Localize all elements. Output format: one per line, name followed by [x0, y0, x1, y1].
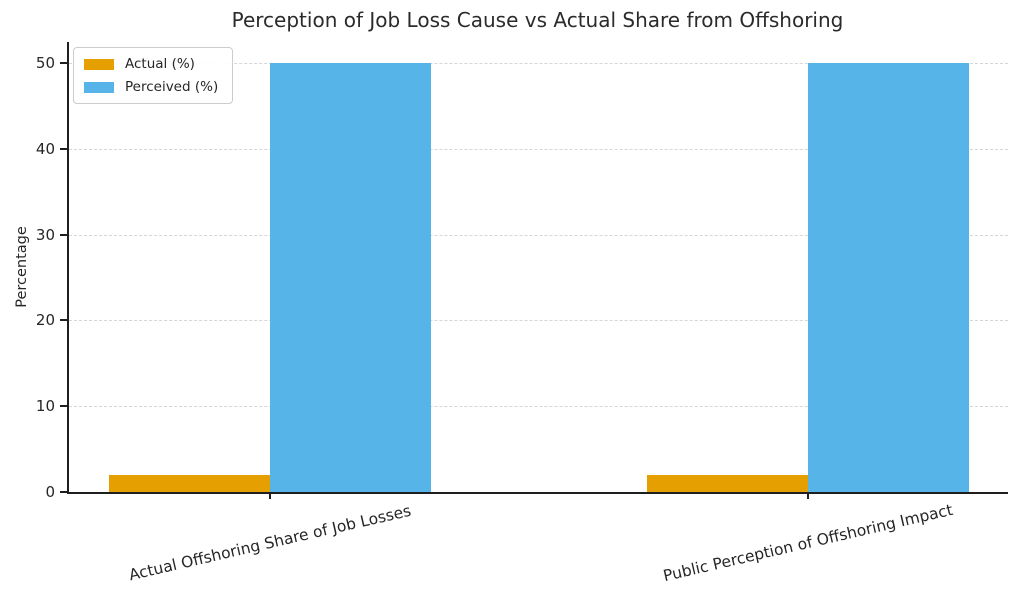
legend-item-0: Actual (%) — [84, 56, 218, 72]
x-tick-mark-1 — [807, 494, 809, 499]
bar-actual-1 — [647, 474, 808, 492]
y-tick-label-10: 10 — [35, 397, 55, 416]
gridline-50 — [69, 63, 1008, 64]
x-tick-label-1: Public Perception of Offshoring Impact — [661, 500, 955, 586]
gridline-30 — [69, 234, 1008, 236]
legend: Actual (%) Perceived (%) — [73, 47, 234, 104]
y-tick-mark-40 — [60, 147, 67, 150]
y-tick-mark-10 — [60, 405, 67, 408]
legend-swatch-0 — [84, 58, 114, 70]
plot-area: 0 10 20 30 40 50 Actual Offshoring Share of Jo… — [36, 42, 1008, 585]
bar-actual-0 — [109, 474, 270, 492]
legend-label-0: Actual (%) — [125, 56, 195, 72]
legend-items: Actual (%) Perceived (%) — [84, 56, 218, 95]
gridline-20 — [69, 320, 1008, 322]
bar-perceived-1 — [808, 63, 969, 492]
gridline-40 — [69, 148, 1008, 150]
y-tick-mark-0 — [60, 491, 67, 493]
y-tick-mark-50 — [60, 62, 67, 64]
legend-label-1: Perceived (%) — [125, 79, 219, 95]
y-tick-label-30: 30 — [35, 225, 55, 244]
y-tick-label-0: 0 — [45, 483, 55, 501]
y-tick-label-20: 20 — [35, 311, 55, 330]
chart-title: Perception of Job Loss Cause vs Actual S… — [231, 8, 844, 32]
y-tick-label-50: 50 — [35, 54, 55, 72]
legend-item-1: Perceived (%) — [84, 79, 218, 95]
x-tick-mark-0 — [269, 494, 271, 499]
x-tick-label-0: Actual Offshoring Share of Job Losses — [127, 501, 413, 585]
y-tick-mark-30 — [60, 233, 67, 236]
y-tick-label-40: 40 — [35, 139, 55, 158]
y-tick-mark-20 — [60, 319, 67, 322]
bar-perceived-0 — [270, 63, 431, 492]
gridline-10 — [69, 406, 1008, 408]
legend-swatch-1 — [84, 81, 114, 93]
